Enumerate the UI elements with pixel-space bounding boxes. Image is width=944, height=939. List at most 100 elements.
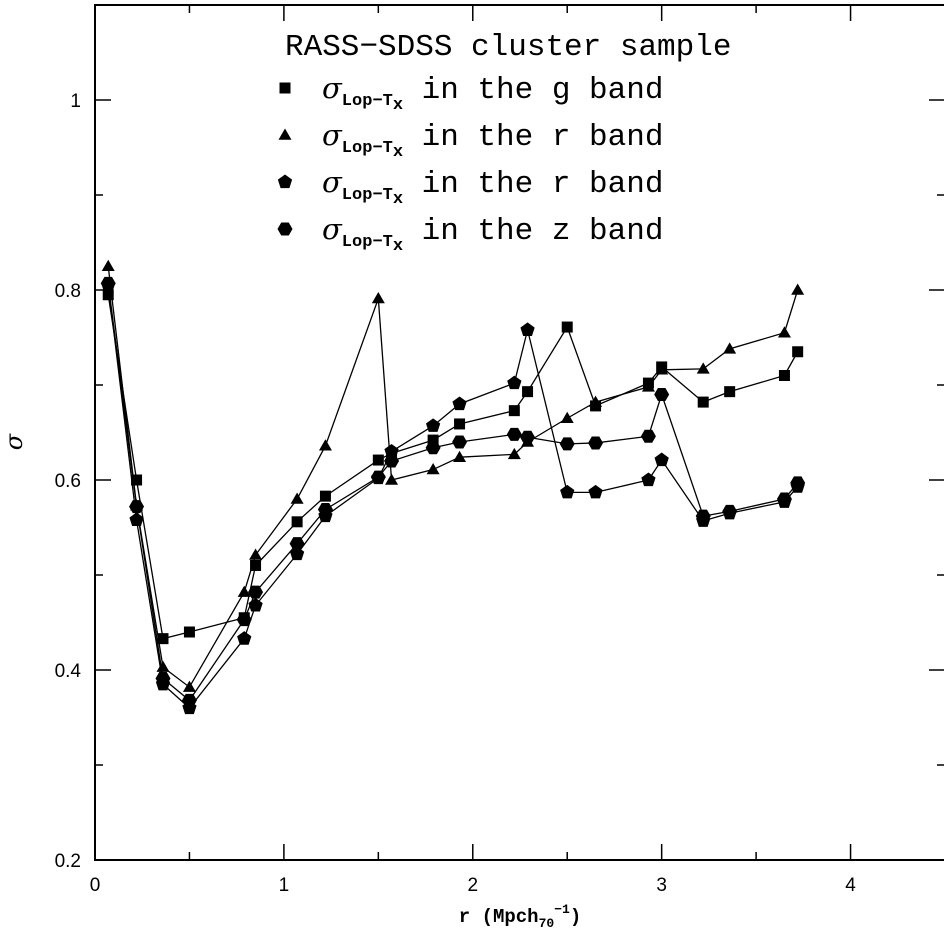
data-point-triangle bbox=[723, 342, 737, 354]
data-point-hexagon bbox=[776, 492, 792, 506]
data-point-triangle bbox=[101, 259, 115, 271]
data-point-square bbox=[522, 386, 534, 398]
legend-entry: σLop−Tx in the z band bbox=[322, 212, 663, 256]
legend-entry-symbol: σ bbox=[322, 71, 343, 105]
data-point-hexagon bbox=[370, 470, 386, 484]
data-point-hexagon bbox=[654, 388, 670, 401]
data-point-triangle bbox=[385, 473, 399, 485]
data-point-hexagon bbox=[236, 613, 252, 627]
data-point-triangle bbox=[777, 326, 791, 338]
legend-entry: σLop−Tx in the r band bbox=[322, 118, 663, 162]
legend-entry-sub: Lop−T bbox=[342, 233, 393, 252]
x-axis-label-close: ) bbox=[570, 906, 581, 928]
data-point-triangle bbox=[453, 450, 467, 462]
legend-entry-symbol: σ bbox=[322, 212, 343, 246]
x-axis-label: r (Mpch70−1) bbox=[459, 902, 581, 931]
x-tick-label: 3 bbox=[656, 875, 667, 896]
data-point-hexagon bbox=[155, 672, 171, 686]
data-point-square bbox=[102, 289, 114, 301]
x-tick-label: 4 bbox=[845, 875, 856, 896]
data-point-triangle bbox=[641, 380, 655, 392]
data-point-square bbox=[131, 474, 143, 486]
legend-entry-label: in the r band bbox=[403, 167, 663, 202]
plot-frame bbox=[94, 4, 944, 861]
data-point-triangle bbox=[560, 411, 574, 423]
legend-entry: σLop−Tx in the g band bbox=[322, 71, 663, 115]
data-point-square bbox=[372, 454, 384, 466]
legend-entry-sub: Lop−T bbox=[342, 139, 393, 158]
series-line-hexagon bbox=[107, 283, 799, 702]
data-point-pentagon bbox=[654, 452, 669, 467]
legend-entry-label: in the r band bbox=[403, 120, 663, 155]
data-point-hexagon bbox=[384, 454, 400, 468]
data-point-square bbox=[250, 560, 262, 571]
data-point-triangle bbox=[655, 363, 669, 375]
data-point-triangle bbox=[182, 680, 196, 692]
data-point-square bbox=[291, 516, 303, 528]
y-tick-label: 1 bbox=[70, 91, 81, 112]
y-tick-label: 0.8 bbox=[55, 281, 81, 302]
x-axis-label-sub: 70 bbox=[539, 916, 555, 931]
data-point-triangle bbox=[290, 492, 304, 504]
data-point-hexagon bbox=[640, 429, 656, 443]
data-point-square bbox=[454, 418, 466, 430]
series-markers bbox=[100, 259, 806, 715]
data-point-pentagon bbox=[237, 631, 252, 645]
data-point-square bbox=[157, 633, 169, 645]
data-point-hexagon bbox=[695, 509, 711, 523]
data-point-triangle bbox=[318, 439, 332, 451]
y-tick-label: 0.4 bbox=[55, 661, 82, 682]
legend-marker-triangle bbox=[278, 128, 292, 140]
x-tick-label: 2 bbox=[467, 875, 478, 896]
data-point-square bbox=[697, 396, 709, 408]
y-tick-label: 0.6 bbox=[55, 471, 81, 492]
series-line-square bbox=[107, 294, 799, 640]
legend-entry-label: in the g band bbox=[403, 73, 663, 108]
x-axis-label-main: r (Mpch bbox=[459, 906, 539, 928]
data-point-pentagon bbox=[129, 512, 144, 526]
data-point-hexagon bbox=[588, 436, 604, 450]
data-point-square bbox=[319, 490, 331, 502]
x-tick-label: 0 bbox=[90, 875, 101, 896]
data-point-hexagon bbox=[452, 435, 468, 449]
data-point-pentagon bbox=[248, 597, 263, 612]
data-point-triangle bbox=[237, 585, 251, 597]
data-point-hexagon bbox=[248, 585, 264, 599]
legend-entry-subsub: x bbox=[393, 143, 403, 162]
series-line-triangle bbox=[107, 266, 799, 689]
legend-marker-pentagon bbox=[277, 174, 293, 189]
legend-entry-subsub: x bbox=[393, 237, 403, 256]
data-point-pentagon bbox=[425, 418, 441, 432]
axis-ticks bbox=[94, 4, 944, 860]
axis-tick-labels: 0 1 2 3 4 0.2 0.4 0.6 0.8 1 bbox=[55, 91, 857, 896]
data-point-pentagon bbox=[588, 484, 603, 499]
legend-entry-sub: Lop−T bbox=[342, 186, 393, 205]
legend-entry-subsub: x bbox=[393, 190, 403, 209]
data-point-square bbox=[724, 386, 736, 398]
legend-entry: σLop−Tx in the r band bbox=[322, 165, 663, 209]
chart-title: RASS−SDSS cluster sample bbox=[285, 30, 731, 65]
data-point-square bbox=[561, 321, 573, 333]
data-point-pentagon bbox=[520, 322, 535, 336]
legend-marker-square bbox=[279, 82, 291, 94]
data-point-pentagon bbox=[641, 472, 656, 487]
data-point-triangle bbox=[156, 660, 170, 672]
x-axis-label-sup: −1 bbox=[554, 902, 570, 917]
legend-entry-sub: Lop−T bbox=[342, 92, 393, 111]
data-point-hexagon bbox=[790, 476, 806, 490]
legend-entry-symbol: σ bbox=[322, 165, 343, 199]
data-point-hexagon bbox=[520, 430, 536, 444]
data-point-pentagon bbox=[560, 484, 575, 499]
series-line-pentagon bbox=[107, 285, 799, 709]
series-lines bbox=[107, 266, 799, 709]
data-point-hexagon bbox=[722, 504, 738, 518]
data-point-square bbox=[508, 405, 520, 417]
data-point-triangle bbox=[371, 292, 385, 304]
legend-marker-hexagon bbox=[277, 222, 293, 236]
data-point-hexagon bbox=[181, 693, 197, 707]
data-point-square bbox=[778, 370, 790, 381]
data-point-triangle bbox=[249, 548, 263, 560]
data-point-square bbox=[183, 626, 195, 638]
